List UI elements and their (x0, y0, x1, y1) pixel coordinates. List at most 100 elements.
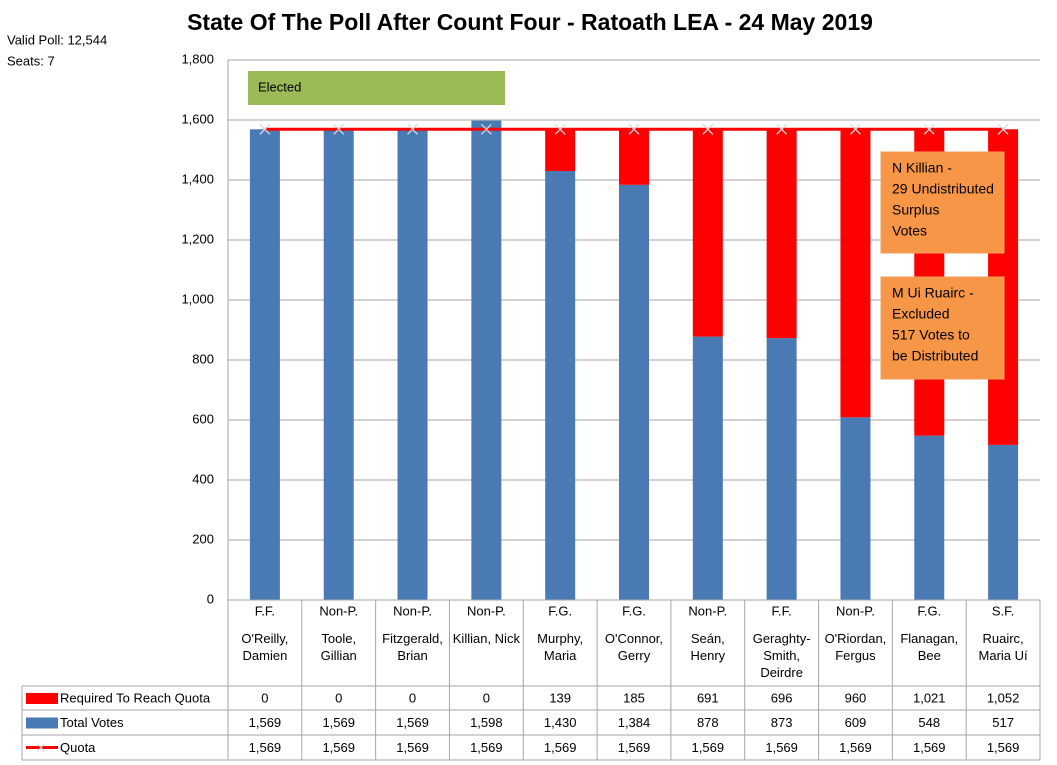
bar-total-votes (988, 444, 1019, 600)
party-label: Non-P. (467, 603, 506, 618)
table-value: 1,569 (322, 740, 355, 755)
x-tick-label: Toole, Gillian (320, 631, 357, 663)
party-label: F.G. (917, 603, 941, 618)
quota-marker (849, 123, 861, 135)
quota-marker (923, 123, 935, 135)
table-value: 1,569 (913, 740, 946, 755)
bar-total-votes (619, 184, 649, 601)
x-tick-label: O'Connor, Gerry (605, 631, 663, 663)
table-value: 1,569 (396, 715, 429, 730)
table-value: 1,021 (913, 690, 946, 705)
party-label: F.F. (255, 603, 275, 618)
table-value: 1,569 (249, 715, 282, 730)
table-value: 1,569 (544, 740, 577, 755)
valid-poll: Valid Poll: 12,544 (7, 32, 107, 47)
note-text: Votes (892, 223, 927, 239)
note-text: Excluded (892, 306, 950, 322)
elected-label: Elected (258, 79, 301, 94)
table-value: 960 (845, 690, 867, 705)
x-tick-label: Seán, Henry (690, 631, 726, 663)
y-tick-label: 1,400 (181, 171, 214, 186)
table-value: 1,569 (765, 740, 798, 755)
quota-marker (702, 123, 714, 135)
x-tick-label: Geraghty-Smith, Deirdre (752, 631, 811, 680)
table-value: 139 (549, 690, 571, 705)
note-box (880, 276, 1005, 380)
table-value: 1,598 (470, 715, 503, 730)
legend-label: Required To Reach Quota (60, 690, 211, 705)
y-tick-label: 1,000 (181, 291, 214, 306)
bar-required (619, 129, 649, 185)
party-label: Non-P. (688, 603, 727, 618)
x-tick-label: Geraghty-Smith, Deirdre (752, 631, 811, 680)
y-tick-label: 1,800 (181, 51, 214, 66)
table-value: 1,569 (470, 740, 503, 755)
note-text: Surplus (892, 202, 939, 218)
seats: Seats: 7 (7, 53, 55, 68)
table-value: 517 (992, 715, 1014, 730)
quota-marker (628, 123, 640, 135)
bar-total-votes (766, 338, 797, 600)
quota-marker (333, 123, 345, 135)
legend-label: Quota (60, 740, 96, 755)
table-value: 1,569 (396, 740, 429, 755)
y-tick-label: 200 (192, 531, 214, 546)
bar-total-votes (840, 417, 871, 600)
table-value: 1,052 (987, 690, 1020, 705)
party-label: Non-P. (836, 603, 875, 618)
note-text: M Ui Ruairc - (892, 285, 974, 301)
note-text: 517 Votes to (892, 327, 970, 343)
party-label: S.F. (992, 603, 1014, 618)
y-tick-label: 600 (192, 411, 214, 426)
table-value: 1,569 (618, 740, 651, 755)
bar-required (692, 129, 723, 337)
table-value: 1,430 (544, 715, 577, 730)
x-tick-label: O'Riordan, Fergus (825, 631, 887, 663)
table-value: 696 (771, 690, 793, 705)
x-tick-label: Seán, Henry (690, 631, 726, 663)
table-value: 0 (335, 690, 342, 705)
bar-total-votes (249, 129, 280, 601)
bar-required (545, 129, 576, 171)
table-value: 691 (697, 690, 719, 705)
elected-box (248, 71, 505, 105)
x-tick-label: Ruairc, Maria Uí (979, 631, 1028, 663)
y-tick-label: 1,600 (181, 111, 214, 126)
y-tick-label: 400 (192, 471, 214, 486)
legend-swatch (26, 693, 58, 704)
quota-marker (554, 123, 566, 135)
table-value: 0 (483, 690, 490, 705)
table-value: 1,569 (692, 740, 725, 755)
quota-marker (776, 123, 788, 135)
x-tick-label: Killian, Nick (452, 631, 520, 646)
y-tick-label: 1,200 (181, 231, 214, 246)
quota-marker (407, 123, 419, 135)
party-label: Non-P. (393, 603, 432, 618)
table-value: 1,569 (249, 740, 282, 755)
legend-label: Total Votes (60, 715, 124, 730)
bar-required (840, 129, 871, 418)
bar-required (766, 129, 797, 339)
bar-total-votes (692, 336, 723, 600)
x-tick-label: O'Reilly, Damien (241, 631, 289, 663)
bar-total-votes (471, 120, 502, 600)
x-tick-label: Murphy, Maria (537, 631, 583, 663)
note-text: N Killian - (892, 160, 952, 176)
party-label: F.G. (622, 603, 646, 618)
legend-marker (36, 743, 46, 752)
y-tick-label: 0 (207, 591, 214, 606)
table-value: 0 (409, 690, 416, 705)
x-tick-label: Flanagan, Bee (900, 631, 958, 663)
note-box (880, 151, 1005, 254)
table-value: 1,384 (618, 715, 651, 730)
table-value: 1,569 (322, 715, 355, 730)
legend-swatch (26, 717, 58, 729)
y-tick-label: 800 (192, 351, 214, 366)
bar-total-votes (323, 129, 354, 601)
x-tick-label: Killian, Nick (452, 631, 520, 646)
party-label: Non-P. (319, 603, 358, 618)
x-tick-label: Fitzgerald, Brian (382, 631, 443, 663)
x-tick-label: O'Reilly, Damien (241, 631, 289, 663)
bar-total-votes (397, 129, 428, 601)
